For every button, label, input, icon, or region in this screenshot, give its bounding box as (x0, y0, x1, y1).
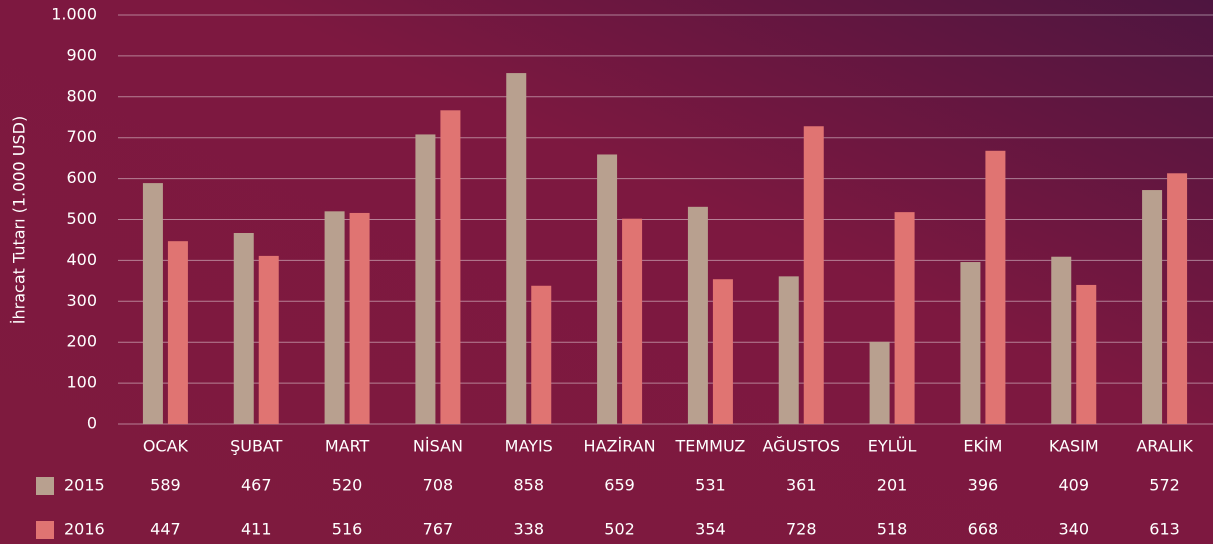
y-tick-label: 800 (66, 86, 97, 105)
bar (687, 206, 708, 424)
y-axis-label: İhracat Tutarı (1.000 USD) (10, 116, 29, 324)
table-value: 447 (150, 520, 181, 539)
bar (894, 212, 915, 424)
table-value: 767 (423, 520, 454, 539)
x-tick-label: MAYIS (505, 437, 553, 456)
y-tick-label: 700 (66, 127, 97, 146)
bar (1142, 190, 1163, 424)
table-value: 411 (241, 520, 272, 539)
bar (167, 241, 188, 424)
bar (869, 341, 890, 424)
bar (440, 110, 461, 424)
x-tick-label: OCAK (143, 437, 189, 456)
bar (712, 279, 733, 424)
x-tick-label: NİSAN (413, 437, 463, 456)
table-value: 520 (332, 476, 363, 495)
bar (803, 126, 824, 425)
table-value: 340 (1058, 520, 1089, 539)
bar (1051, 256, 1072, 424)
bar (324, 211, 345, 424)
y-tick-label: 0 (87, 414, 97, 433)
bar (233, 232, 254, 424)
y-tick-label: 1.000 (51, 5, 97, 24)
table-value: 531 (695, 476, 726, 495)
table-value: 396 (968, 476, 999, 495)
y-tick-label: 900 (66, 45, 97, 64)
y-tick-label: 500 (66, 209, 97, 228)
table-value: 613 (1149, 520, 1180, 539)
table-value: 518 (877, 520, 908, 539)
legend-swatch (36, 477, 54, 495)
x-tick-label: EKİM (963, 437, 1002, 456)
bar (1167, 173, 1188, 424)
y-tick-label: 200 (66, 332, 97, 351)
table-value: 668 (968, 520, 999, 539)
y-tick-label: 600 (66, 168, 97, 187)
table-value: 728 (786, 520, 817, 539)
bar (415, 134, 436, 425)
y-tick-label: 300 (66, 291, 97, 310)
table-value: 361 (786, 476, 817, 495)
bar (142, 183, 163, 424)
bar (960, 262, 981, 424)
table-value: 409 (1058, 476, 1089, 495)
x-tick-label: TEMMUZ (674, 437, 745, 456)
bar (1076, 284, 1097, 424)
bar (531, 285, 552, 424)
x-tick-label: HAZİRAN (584, 437, 656, 456)
table-value: 502 (604, 520, 635, 539)
x-tick-label: ARALIK (1136, 437, 1193, 456)
x-tick-label: AĞUSTOS (763, 437, 840, 456)
bar (622, 218, 643, 424)
x-tick-label: MART (325, 437, 370, 456)
table-value: 858 (513, 476, 544, 495)
bar (258, 255, 279, 424)
table-value: 354 (695, 520, 726, 539)
legend-label: 2016 (64, 520, 105, 539)
y-tick-label: 400 (66, 250, 97, 269)
table-value: 659 (604, 476, 635, 495)
x-tick-label: ŞUBAT (230, 437, 283, 456)
table-value: 338 (513, 520, 544, 539)
legend-label: 2015 (64, 476, 105, 495)
table-value: 516 (332, 520, 363, 539)
bar (597, 154, 618, 424)
bar (985, 150, 1006, 424)
bar (506, 73, 527, 424)
y-tick-label: 100 (66, 373, 97, 392)
table-value: 572 (1149, 476, 1180, 495)
legend-swatch (36, 521, 54, 539)
x-tick-label: EYLÜL (868, 437, 917, 456)
table-value: 201 (877, 476, 908, 495)
x-tick-label: KASIM (1049, 437, 1099, 456)
bar (349, 212, 370, 424)
table-value: 467 (241, 476, 272, 495)
table-value: 708 (423, 476, 454, 495)
table-value: 589 (150, 476, 181, 495)
bar (778, 276, 799, 424)
